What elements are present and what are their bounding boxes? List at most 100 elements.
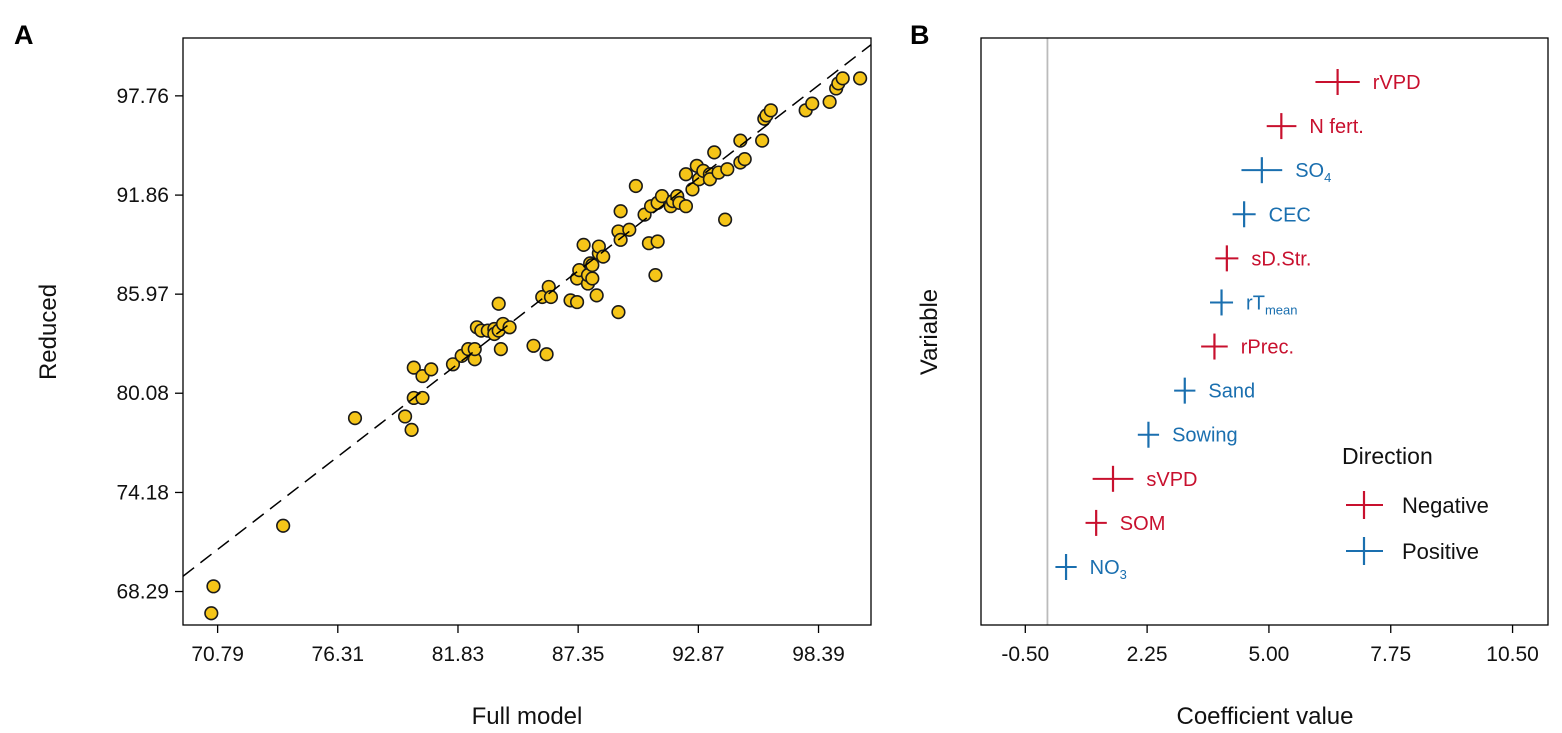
panel-b-frame bbox=[980, 37, 1549, 626]
scatter-point bbox=[467, 342, 482, 357]
variable-label: SO4 bbox=[1295, 160, 1331, 185]
legend-title: Direction bbox=[1342, 443, 1433, 469]
y-tick-label: 85.97 bbox=[116, 283, 169, 306]
panel-a-y-title: Reduced bbox=[35, 284, 62, 380]
y-tick-label: 74.18 bbox=[116, 481, 169, 504]
variable-label: CEC bbox=[1269, 204, 1311, 226]
scatter-point bbox=[539, 347, 554, 362]
panel-a-x-ticks: 70.79 76.31 81.83 87.35 92.87 98.39 bbox=[191, 625, 845, 666]
variable-label: N fert. bbox=[1309, 116, 1363, 138]
variable-row: sD.Str. bbox=[1215, 245, 1311, 272]
scatter-point bbox=[613, 232, 628, 247]
variable-row: NO3 bbox=[1055, 554, 1127, 582]
scatter-point bbox=[648, 268, 663, 283]
x-tick-label: 5.00 bbox=[1248, 643, 1289, 666]
panel-a-scatter: A 70.79 76.31 81.83 87.35 92.87 98.39 68.29 74… bbox=[14, 20, 872, 730]
scatter-point bbox=[720, 162, 735, 177]
panel-a-frame bbox=[182, 37, 872, 626]
scatter-point bbox=[424, 362, 439, 377]
variable-label: sD.Str. bbox=[1251, 248, 1311, 270]
scatter-point bbox=[491, 296, 506, 311]
x-tick-label: 92.87 bbox=[672, 643, 725, 666]
scatter-point bbox=[596, 249, 611, 264]
scatter-point bbox=[611, 305, 626, 320]
scatter-point bbox=[543, 289, 559, 305]
panel-b-x-ticks: -0.50 2.25 5.00 7.75 10.50 bbox=[1001, 625, 1539, 666]
variable-row: SO4 bbox=[1241, 157, 1331, 185]
x-tick-label: 81.83 bbox=[432, 643, 485, 666]
x-tick-label: 76.31 bbox=[312, 643, 365, 666]
scatter-point bbox=[718, 212, 733, 227]
scatter-point bbox=[404, 422, 419, 437]
variable-row: SOM bbox=[1085, 509, 1166, 536]
panel-a-letter: A bbox=[14, 20, 34, 50]
scatter-point bbox=[576, 237, 591, 252]
scatter-point bbox=[502, 320, 517, 335]
variable-row: sVPD bbox=[1092, 465, 1198, 492]
x-tick-label: 70.79 bbox=[191, 643, 244, 666]
variable-label: rVPD bbox=[1373, 72, 1421, 94]
panel-a-reference-line-group bbox=[182, 44, 872, 577]
panel-b-letter: B bbox=[910, 20, 930, 50]
panel-a-points bbox=[204, 71, 868, 621]
variable-row: Sand bbox=[1174, 377, 1255, 404]
legend-entry-negative: Negative bbox=[1346, 491, 1489, 519]
variable-label: sVPD bbox=[1146, 469, 1197, 491]
legend-label: Positive bbox=[1402, 539, 1479, 564]
reference-line bbox=[182, 44, 872, 577]
scatter-point bbox=[707, 145, 722, 160]
legend: Direction Negative Positive bbox=[1342, 443, 1489, 565]
y-tick-label: 80.08 bbox=[116, 382, 169, 405]
scatter-point bbox=[650, 234, 665, 249]
scatter-point bbox=[406, 360, 421, 375]
variable-label: Sowing bbox=[1172, 425, 1238, 447]
scatter-point bbox=[853, 71, 868, 86]
variable-label: SOM bbox=[1120, 513, 1166, 535]
panel-a-y-ticks: 68.29 74.18 80.08 85.97 91.86 97.76 bbox=[116, 85, 183, 604]
y-tick-label: 68.29 bbox=[116, 581, 169, 604]
variable-row: N fert. bbox=[1266, 113, 1364, 140]
scatter-point bbox=[622, 222, 637, 237]
x-tick-label: 7.75 bbox=[1370, 643, 1411, 666]
scatter-point bbox=[276, 518, 291, 533]
y-tick-label: 91.86 bbox=[116, 184, 169, 207]
scatter-point bbox=[206, 579, 221, 594]
scatter-point bbox=[493, 342, 508, 357]
scatter-point bbox=[737, 152, 752, 167]
x-tick-label: 10.50 bbox=[1486, 643, 1539, 666]
variable-label: rPrec. bbox=[1241, 337, 1294, 359]
scatter-point bbox=[445, 357, 461, 372]
scatter-point bbox=[613, 204, 628, 219]
panel-b-x-title: Coefficient value bbox=[1177, 703, 1354, 730]
panel-b-coefficients: B rVPD N fert. SO4 CEC sD.Str. rTmean rPrec. Sa… bbox=[910, 20, 1549, 730]
panel-b-y-title: Variable bbox=[916, 289, 943, 375]
variable-row: Sowing bbox=[1137, 421, 1238, 448]
scatter-point bbox=[589, 288, 604, 303]
x-tick-label: 2.25 bbox=[1127, 643, 1168, 666]
scatter-point bbox=[347, 411, 363, 426]
scatter-point bbox=[835, 71, 850, 86]
variable-label: NO3 bbox=[1090, 557, 1127, 582]
scatter-point bbox=[678, 167, 694, 182]
variable-row: CEC bbox=[1232, 201, 1311, 228]
variable-row: rTmean bbox=[1210, 289, 1297, 317]
scatter-point bbox=[569, 294, 585, 310]
scatter-point bbox=[397, 409, 413, 424]
scatter-point bbox=[805, 96, 820, 111]
scatter-point bbox=[822, 94, 837, 110]
variable-row: rVPD bbox=[1315, 69, 1421, 95]
variable-row: rPrec. bbox=[1201, 333, 1294, 360]
legend-label: Negative bbox=[1402, 493, 1489, 518]
x-tick-label: -0.50 bbox=[1001, 643, 1049, 666]
scatter-point bbox=[763, 103, 778, 118]
panel-a-x-title: Full model bbox=[472, 703, 583, 730]
legend-entry-positive: Positive bbox=[1346, 537, 1479, 565]
x-tick-label: 98.39 bbox=[792, 643, 845, 666]
y-tick-label: 97.76 bbox=[116, 85, 169, 108]
x-tick-label: 87.35 bbox=[552, 643, 605, 666]
scatter-point bbox=[628, 178, 643, 194]
variable-label: Sand bbox=[1208, 381, 1255, 403]
scatter-point bbox=[585, 271, 600, 286]
scatter-point bbox=[526, 338, 541, 353]
